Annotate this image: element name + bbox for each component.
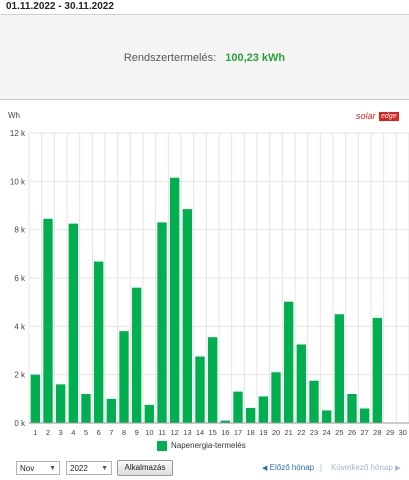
bar [182, 209, 193, 423]
summary-panel: Rendszertermelés: 100,23 kWh [0, 15, 409, 100]
x-tick-label: 21 [284, 428, 292, 437]
previous-month-link[interactable]: ◀ Előző hónap [262, 463, 314, 472]
bar [233, 391, 243, 423]
production-summary: Rendszertermelés: 100,23 kWh [0, 52, 409, 64]
month-select[interactable]: Nov ▼ [16, 461, 60, 475]
bar [169, 177, 180, 423]
y-tick-label: 6 k [14, 274, 26, 283]
bar [309, 380, 319, 423]
x-tick-label: 24 [322, 428, 330, 437]
x-tick-label: 25 [335, 428, 343, 437]
x-tick-label: 22 [297, 428, 305, 437]
bar [271, 372, 281, 423]
nav-separator: | [320, 463, 323, 472]
x-tick-label: 27 [360, 428, 368, 437]
x-tick-label: 12 [170, 428, 178, 437]
year-select[interactable]: 2022 ▼ [66, 461, 112, 475]
year-select-value: 2022 [70, 464, 88, 473]
bar [258, 396, 269, 423]
bar [30, 374, 41, 423]
chevron-down-icon: ▼ [49, 465, 56, 472]
legend-swatch [157, 441, 167, 451]
x-tick-label: 16 [221, 428, 229, 437]
x-tick-label: 14 [196, 428, 204, 437]
x-tick-label: 19 [259, 428, 267, 437]
bar [106, 398, 117, 423]
x-tick-label: 23 [310, 428, 318, 437]
chevron-down-icon: ▼ [101, 465, 108, 472]
next-month-label: Következő hónap [331, 463, 393, 472]
bar [334, 314, 345, 423]
x-tick-label: 28 [373, 428, 381, 437]
x-tick-label: 9 [135, 428, 139, 437]
x-tick-label: 11 [158, 428, 166, 437]
x-tick-label: 3 [59, 428, 63, 437]
legend-label: Napenergia-termelés [171, 441, 246, 450]
next-month-link[interactable]: Következő hónap ▶ [331, 463, 400, 472]
bar [144, 404, 155, 423]
bar [195, 356, 205, 423]
bar [207, 337, 218, 423]
bar [55, 384, 66, 423]
y-tick-label: 2 k [14, 371, 26, 380]
x-tick-label: 1 [33, 428, 37, 437]
bar [131, 287, 142, 423]
bar [245, 408, 256, 423]
triangle-left-icon: ◀ [262, 465, 268, 472]
x-tick-label: 30 [398, 428, 406, 437]
x-tick-label: 18 [246, 428, 254, 437]
production-value: 100,23 kWh [225, 52, 286, 64]
bar [93, 261, 104, 423]
bar [321, 410, 332, 423]
logo-word: solar [356, 111, 376, 121]
bar [220, 420, 231, 423]
production-label: Rendszertermelés: [123, 52, 217, 64]
bar [359, 408, 370, 423]
x-tick-label: 6 [97, 428, 101, 437]
y-tick-label: 8 k [14, 226, 26, 235]
date-range-title: 01.11.2022 - 30.11.2022 [6, 1, 114, 12]
x-tick-label: 8 [122, 428, 126, 437]
x-tick-label: 17 [234, 428, 242, 437]
bar [296, 344, 307, 423]
solaredge-logo: solar edge [356, 111, 402, 123]
apply-button[interactable]: Alkalmazás [117, 460, 173, 476]
x-tick-label: 13 [183, 428, 191, 437]
production-bar-chart: 0 k2 k4 k6 k8 k10 k12 k1 2 3 4 5 6 7 8 9 10 11 12 13… [10, 129, 409, 437]
x-tick-label: 10 [145, 428, 153, 437]
bar [347, 394, 357, 423]
x-tick-label: 2 [46, 428, 50, 437]
bar [43, 218, 53, 423]
y-tick-label: 4 k [14, 322, 26, 331]
bar [283, 301, 294, 423]
x-tick-label: 4 [71, 428, 75, 437]
x-tick-label: 5 [84, 428, 88, 437]
bar [119, 331, 129, 423]
triangle-right-icon: ▶ [395, 465, 401, 472]
bar [81, 394, 91, 423]
bar [68, 223, 79, 423]
x-tick-label: 26 [348, 428, 356, 437]
month-select-value: Nov [20, 464, 35, 473]
logo-box: edge [379, 112, 399, 121]
chart-unit-label: Wh [8, 111, 20, 120]
previous-month-label: Előző hónap [269, 463, 315, 472]
bar [372, 317, 383, 423]
y-tick-label: 0 k [14, 419, 26, 428]
x-tick-label: 29 [386, 428, 394, 437]
report-header: 01.11.2022 - 30.11.2022 [0, 0, 409, 15]
bar [157, 222, 167, 423]
x-tick-label: 15 [208, 428, 216, 437]
y-tick-label: 10 k [10, 177, 26, 186]
y-tick-label: 12 k [10, 129, 26, 138]
x-tick-label: 7 [109, 428, 113, 437]
x-tick-label: 20 [272, 428, 280, 437]
